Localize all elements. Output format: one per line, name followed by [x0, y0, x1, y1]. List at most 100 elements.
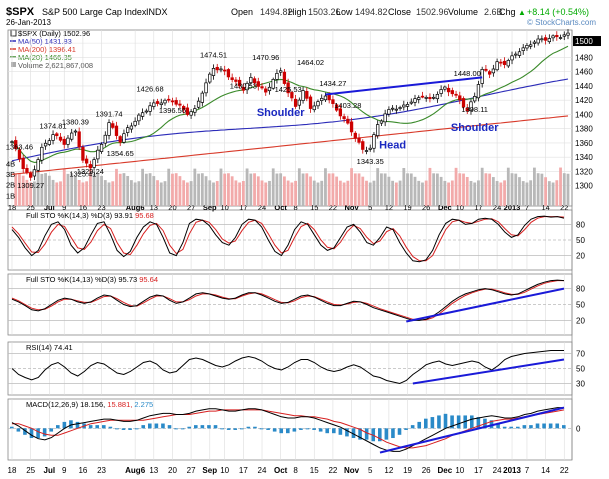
- candle-body: [372, 134, 376, 149]
- volume-value: 2.6B: [484, 7, 503, 17]
- volume-bar: [204, 176, 208, 206]
- candle-body: [264, 88, 268, 93]
- x-tick-label-top: 17: [474, 203, 482, 212]
- price-level-label: 1430.53: [230, 82, 257, 91]
- volume-bar: [544, 177, 548, 206]
- chg-label: Chg: [499, 7, 516, 17]
- candle-body: [532, 41, 537, 44]
- candle-body: [126, 127, 130, 133]
- candle-body: [458, 95, 462, 101]
- volume-bar: [566, 173, 570, 206]
- volume-bar: [159, 182, 163, 206]
- macd-hist-bar: [56, 425, 60, 429]
- candle-body: [443, 86, 447, 90]
- volume-bar: [182, 180, 186, 206]
- candle-body: [417, 97, 421, 100]
- candle-body: [383, 113, 387, 123]
- price-tick-label: 1400: [575, 110, 593, 119]
- x-tick-label-bottom: Dec: [438, 466, 453, 475]
- macd-hist-bar: [437, 415, 441, 429]
- volume-bar: [450, 180, 454, 206]
- macd-hist-bar: [424, 418, 428, 429]
- volume-bar: [148, 173, 152, 206]
- x-tick-label-bottom: 24: [493, 466, 502, 475]
- volume-bar: [409, 173, 413, 206]
- volume-tick-label: 2B: [6, 181, 15, 190]
- volume-bar: [286, 180, 290, 206]
- macd-hist-bar: [410, 425, 415, 429]
- candle-body: [260, 86, 264, 89]
- candle-body: [387, 109, 391, 115]
- macd-hist-bar: [351, 428, 356, 439]
- volume-bar: [421, 182, 424, 206]
- volume-bar: [529, 180, 533, 206]
- volume-bar: [32, 181, 36, 206]
- candle-body: [234, 79, 238, 82]
- candle-body: [99, 143, 104, 152]
- stoch1-panel: 80 50 20 Full STO %K(14,3) %D(3) 93.91 95.6…: [8, 211, 585, 263]
- x-tick-label-bottom: 10: [220, 466, 229, 475]
- volume-bar: [167, 168, 171, 206]
- volume-bar: [197, 173, 200, 206]
- volume-bar: [85, 181, 89, 206]
- volume-bar: [81, 182, 85, 206]
- x-tick-label-bottom: 19: [403, 466, 412, 475]
- volume-bar: [439, 176, 443, 206]
- candle-body: [14, 140, 18, 149]
- candle-body: [394, 108, 398, 111]
- volume-bar: [506, 167, 510, 206]
- x-tick-label-bottom: 9: [62, 466, 67, 475]
- rsi-tick-label: 70: [576, 350, 585, 359]
- macd-hist-bar: [299, 428, 303, 430]
- price-candles: [10, 29, 570, 181]
- price-level-label: 1354.65: [107, 149, 134, 158]
- volume-bar: [163, 181, 167, 206]
- price-level-label: 1363.46: [6, 142, 33, 151]
- volume-bar: [380, 173, 383, 206]
- candle-body: [51, 134, 55, 141]
- candle-body: [446, 87, 451, 93]
- volume-bar: [447, 182, 450, 206]
- annotation-label: Shoulder: [257, 107, 305, 119]
- annotation-label: Head: [379, 140, 406, 152]
- candle-body: [413, 98, 417, 103]
- macd-hist-bar: [502, 426, 507, 429]
- candle-body: [424, 97, 428, 99]
- x-tick-label-top: 9: [62, 203, 66, 212]
- volume-bar: [174, 173, 178, 206]
- macd-hist-bar: [450, 415, 454, 429]
- price-tick-label: 1320: [575, 167, 593, 176]
- volume-bar: [219, 168, 223, 206]
- macd-hist-bar: [128, 428, 132, 430]
- x-tick-label-bottom: 2013: [503, 466, 521, 475]
- candle-body: [267, 86, 272, 92]
- price-level-label: 1448.00: [454, 69, 481, 78]
- macd-hist-bar: [332, 428, 336, 434]
- candle-body: [144, 110, 148, 113]
- candle-body: [461, 98, 466, 108]
- volume-bar: [309, 176, 312, 206]
- x-tick-label-bottom: 23: [97, 466, 106, 475]
- macd-hist-bar: [174, 428, 178, 430]
- stoch2-k-line: [11, 279, 565, 321]
- rsi-legend: RSI(14) 74.41: [26, 343, 73, 352]
- volume-bar: [495, 181, 499, 206]
- x-tick-label-bottom: 15: [310, 466, 319, 475]
- candle-body: [77, 131, 81, 148]
- candle-body: [465, 107, 469, 112]
- candle-body: [297, 99, 301, 106]
- candle-body: [435, 93, 440, 100]
- price-level-label: 1403.28: [334, 101, 361, 110]
- volume-bar: [115, 168, 118, 206]
- macd-hist-bar: [141, 425, 146, 429]
- macd-hist-bar: [75, 421, 80, 429]
- macd-hist-bar: [180, 428, 185, 430]
- volume-bar: [480, 167, 484, 206]
- stoch2-tick-label: 80: [576, 285, 585, 294]
- candle-body: [140, 112, 145, 117]
- candle-body: [152, 102, 156, 107]
- candle-body: [290, 92, 294, 99]
- volume-bar: [62, 169, 66, 206]
- x-tick-label-bottom: 12: [384, 466, 393, 475]
